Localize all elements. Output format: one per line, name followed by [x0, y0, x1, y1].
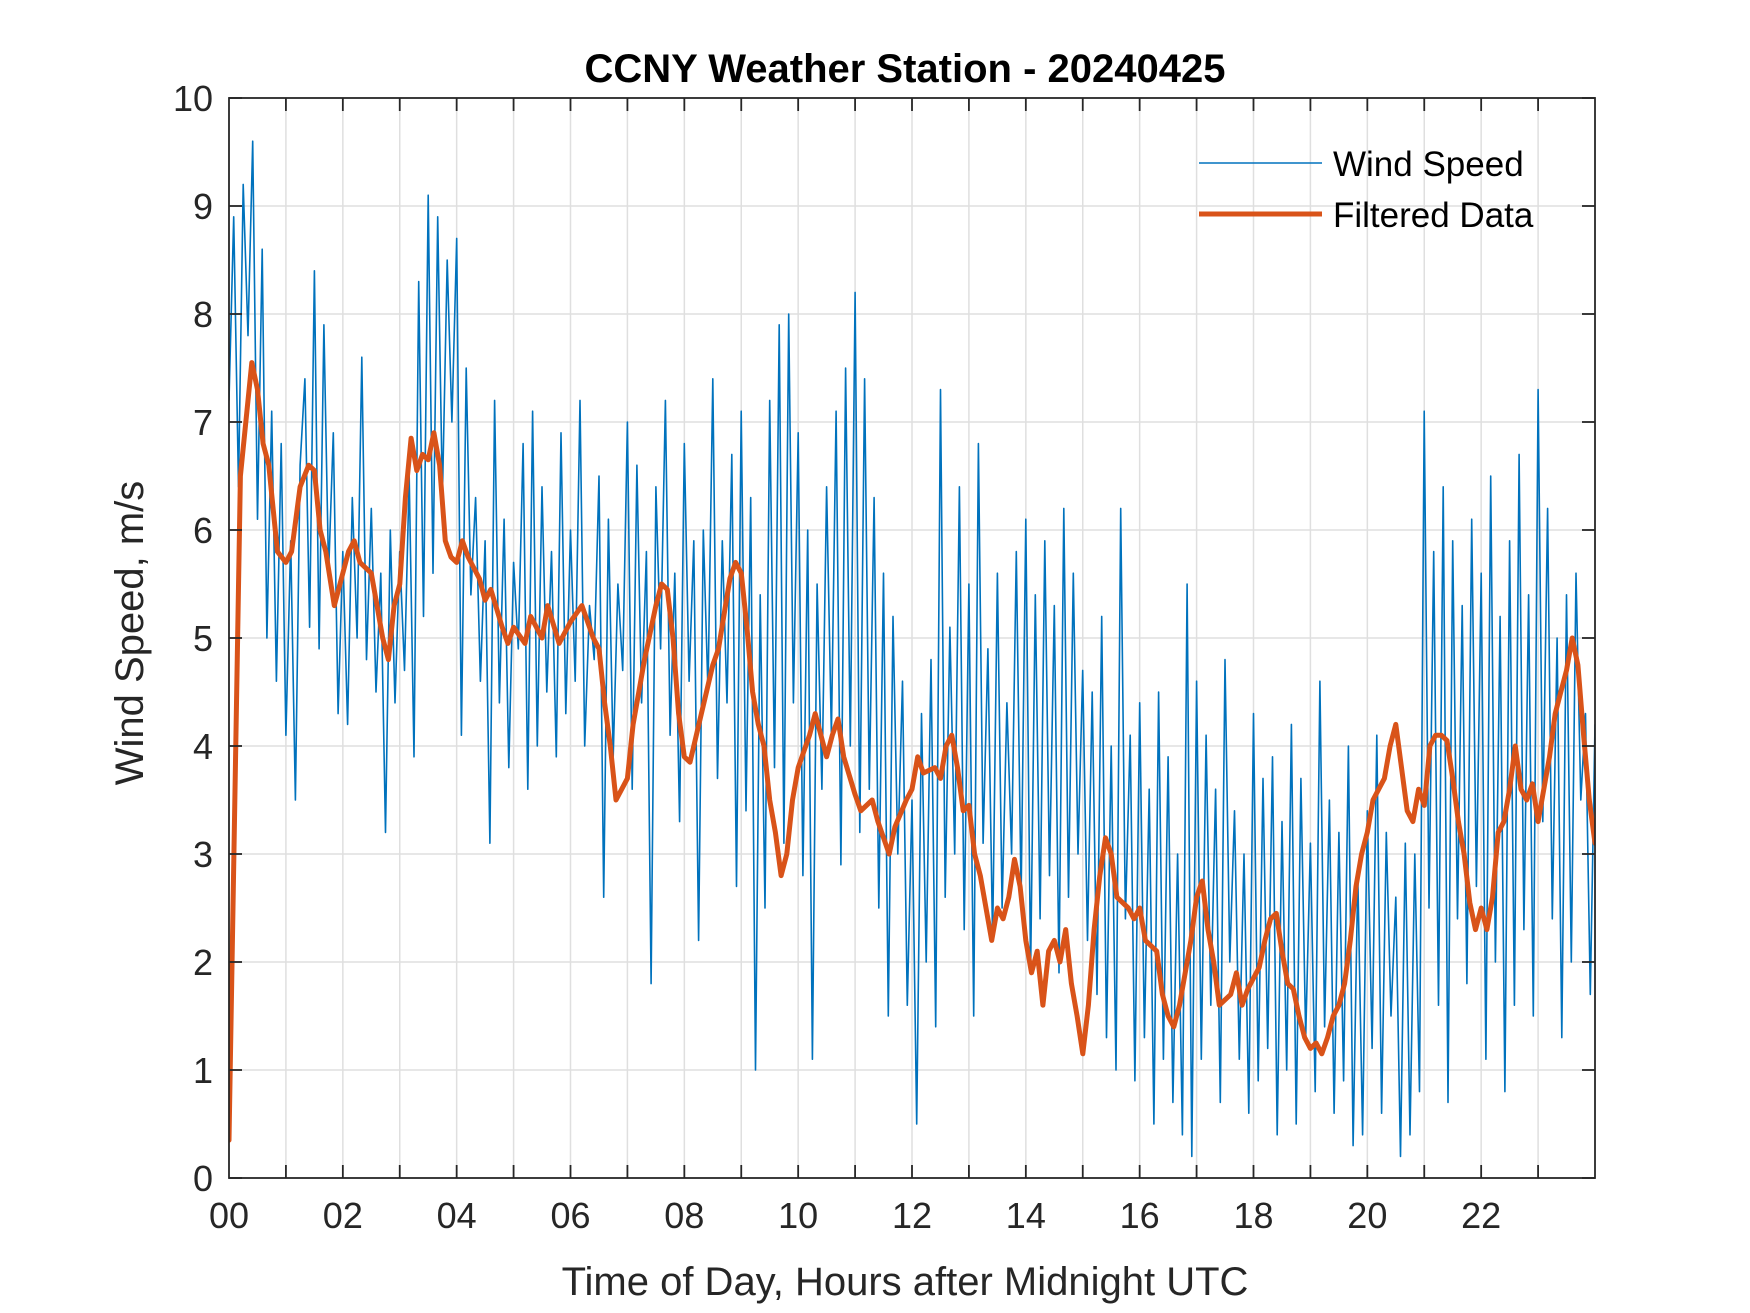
x-tick-label: 14: [1006, 1195, 1046, 1236]
y-tick-label: 1: [193, 1050, 213, 1091]
y-tick-label: 0: [193, 1158, 213, 1199]
y-tick-label: 7: [193, 402, 213, 443]
y-tick-label: 2: [193, 942, 213, 983]
x-tick-label: 18: [1233, 1195, 1273, 1236]
x-tick-label: 06: [550, 1195, 590, 1236]
y-tick-labels: 0 1 2 3 4 5 6 7 8 9 10: [173, 78, 213, 1199]
legend-wind-speed-label: Wind Speed: [1333, 145, 1524, 184]
legend-filtered-data-label: Filtered Data: [1333, 196, 1534, 235]
x-tick-label: 02: [323, 1195, 363, 1236]
x-tick-label: 08: [664, 1195, 704, 1236]
chart-title: CCNY Weather Station - 20240425: [585, 47, 1226, 91]
y-tick-label: 6: [193, 510, 213, 551]
x-tick-label: 12: [892, 1195, 932, 1236]
x-axis-label: Time of Day, Hours after Midnight UTC: [562, 1260, 1249, 1304]
y-tick-label: 4: [193, 726, 213, 767]
axes-box: [228, 97, 1596, 1179]
y-tick-label: 8: [193, 294, 213, 335]
grid-lines: [229, 98, 1595, 1178]
y-tick-label: 5: [193, 618, 213, 659]
y-axis-label: Wind Speed, m/s: [108, 481, 152, 786]
wind-speed-series-line: [229, 140, 1595, 1158]
x-tick-labels: 00 02 04 06 08 10 12 14 16 18 20 22: [209, 1195, 1501, 1236]
legend: Wind Speed Filtered Data: [1199, 145, 1534, 235]
x-tick-label: 22: [1461, 1195, 1501, 1236]
y-tick-label: 9: [193, 186, 213, 227]
axis-ticks: [229, 97, 1595, 1179]
filtered-data-series-line: [229, 360, 1595, 1143]
x-tick-label: 20: [1347, 1195, 1387, 1236]
y-tick-label: 3: [193, 834, 213, 875]
x-tick-label: 10: [778, 1195, 818, 1236]
x-tick-label: 00: [209, 1195, 249, 1236]
x-tick-label: 04: [437, 1195, 477, 1236]
y-tick-label: 10: [173, 78, 213, 119]
x-tick-label: 16: [1120, 1195, 1160, 1236]
